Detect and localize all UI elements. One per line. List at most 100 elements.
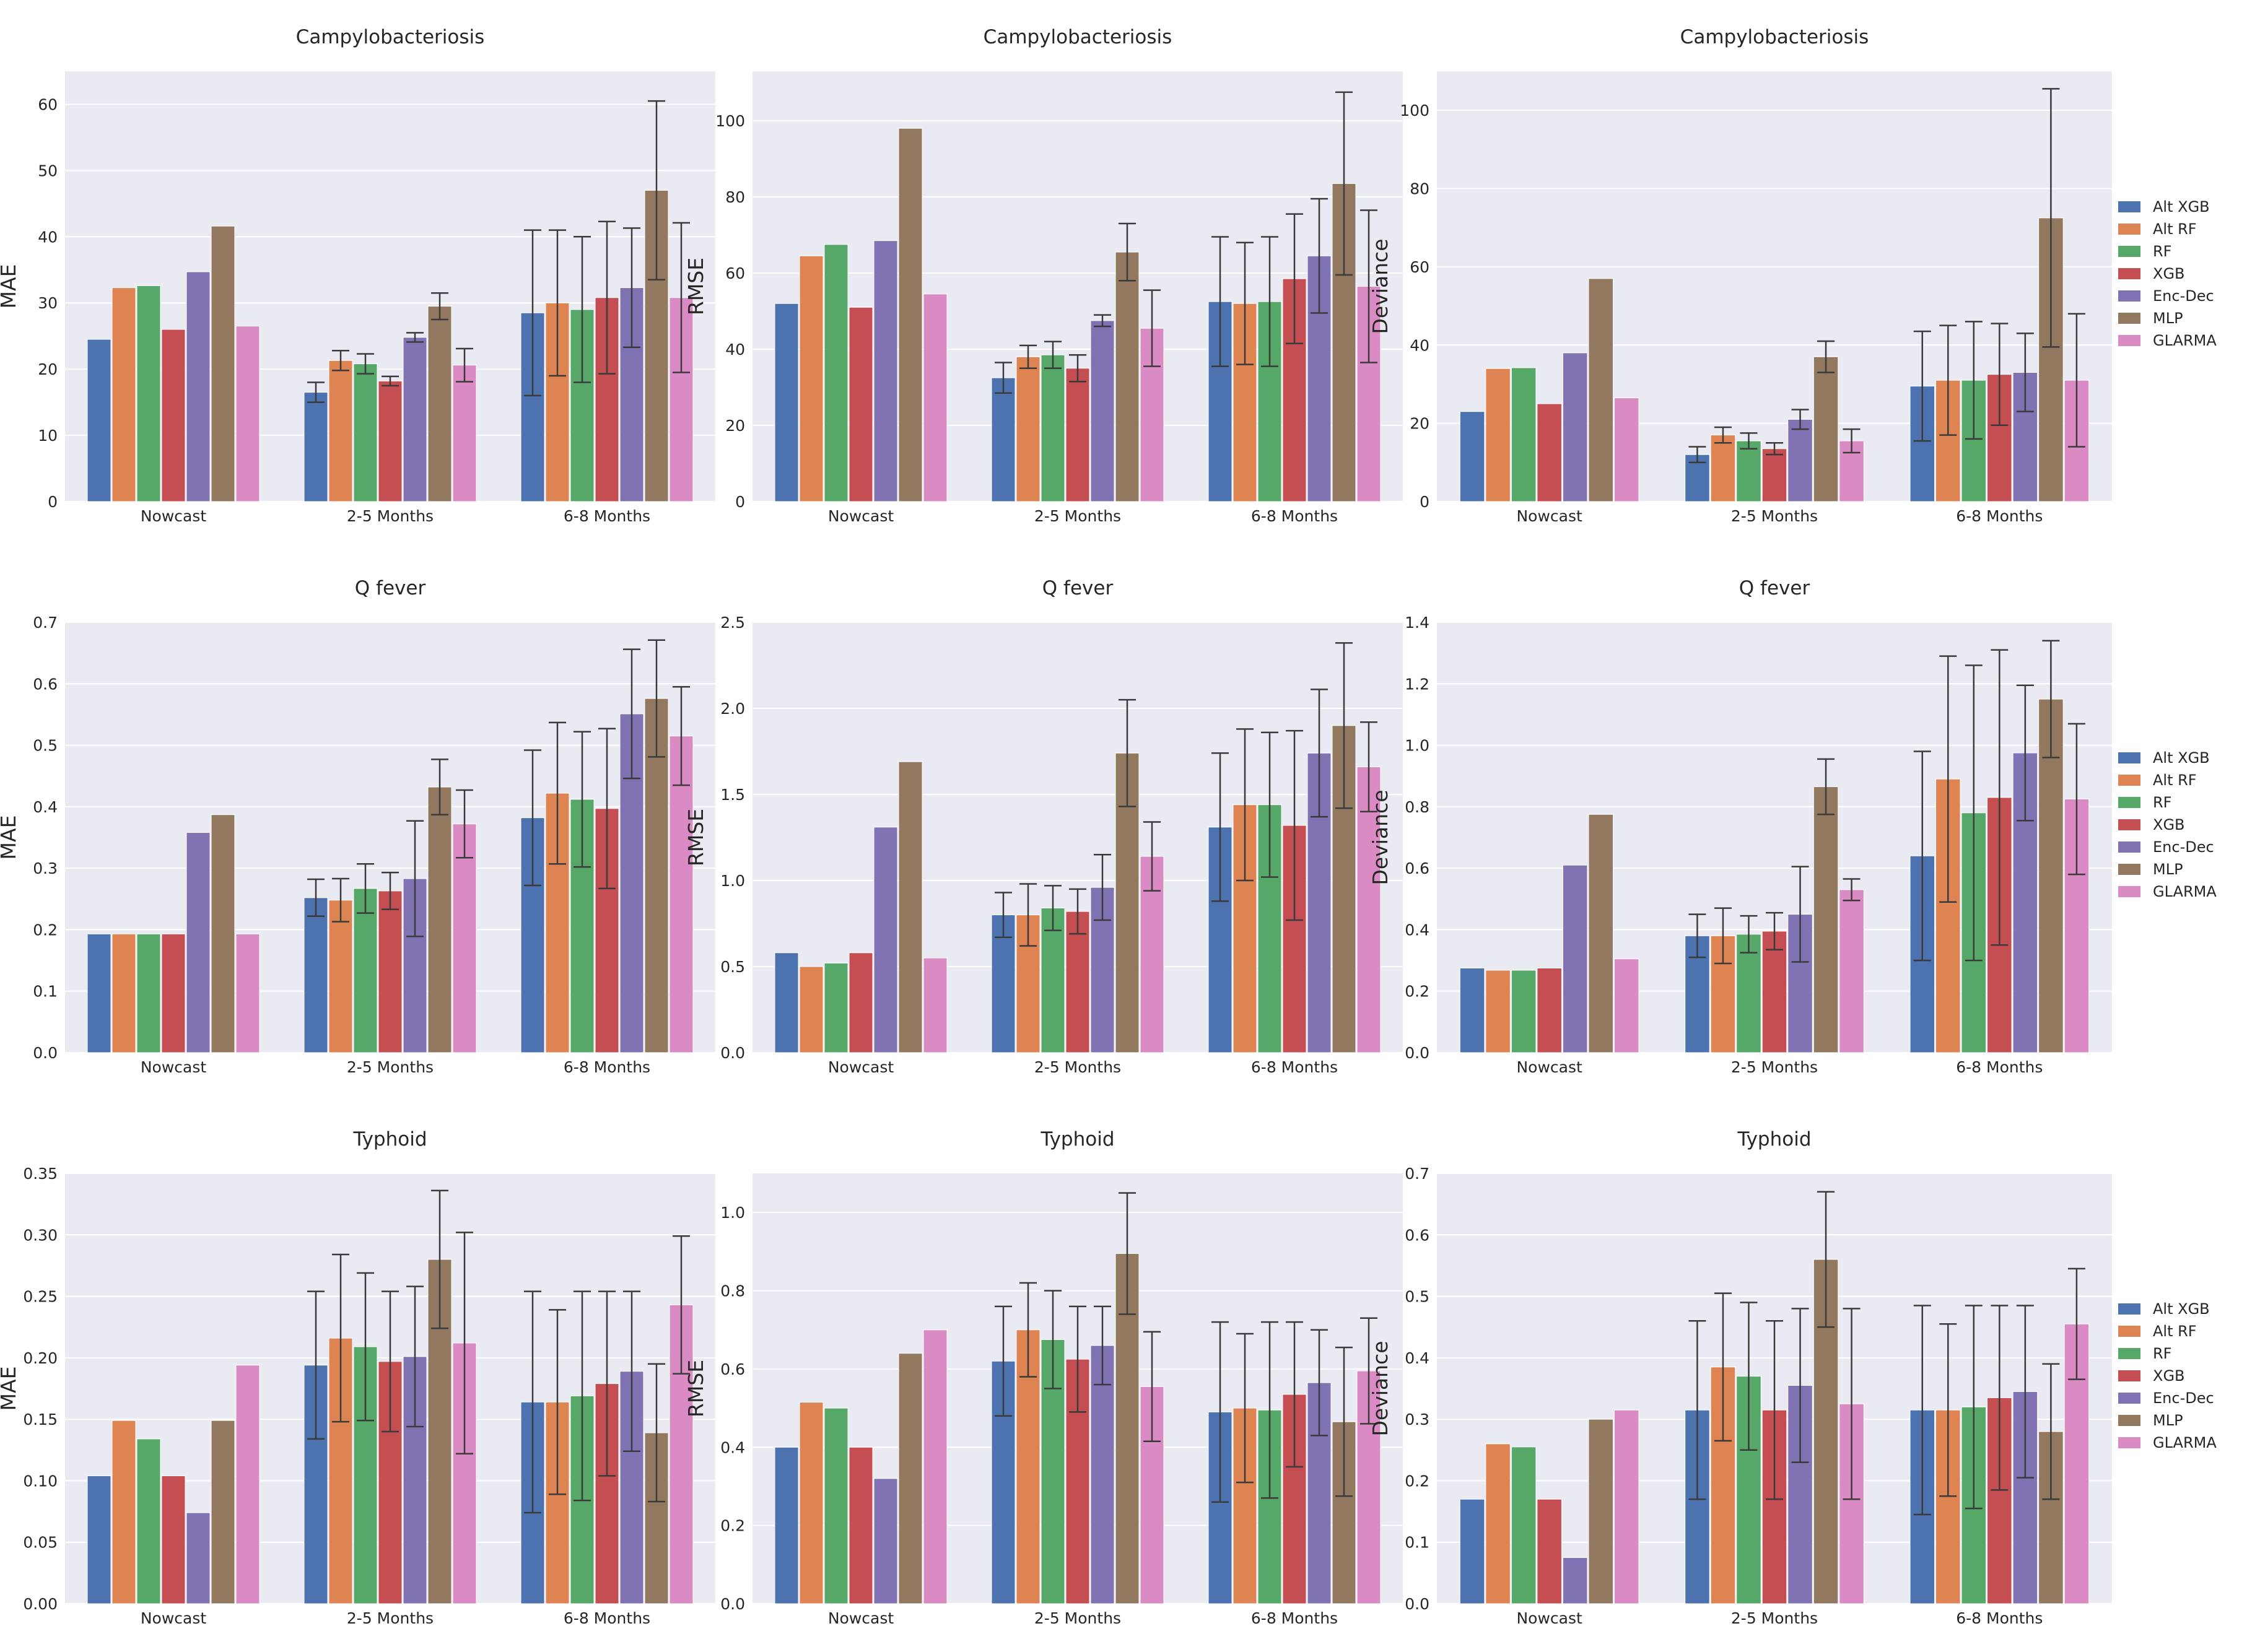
- bar-xgb: [1537, 1498, 1562, 1604]
- y-tick-label: 2.0: [720, 700, 745, 718]
- y-tick-label: 20: [38, 360, 58, 378]
- x-tick-label: 6-8 Months: [1251, 507, 1338, 525]
- chart-title: Q fever: [1739, 577, 1810, 599]
- y-tick-label: 10: [38, 427, 58, 445]
- error-bar: [357, 1272, 374, 1422]
- error-bar: [1261, 1321, 1278, 1499]
- error-bar: [549, 721, 566, 865]
- y-tick-label: 1.4: [1405, 614, 1429, 632]
- y-tick-label: 100: [1400, 102, 1429, 120]
- error-bar: [406, 1285, 424, 1428]
- chart-panel-1: 0 20 40 60 80 100 Campylobacteriosis RMSE Nowcas…: [684, 26, 1403, 525]
- legend-entry: XGB: [2153, 265, 2185, 282]
- x-tick-label: 2-5 Months: [1731, 1058, 1818, 1076]
- bar-enc-dec: [1562, 864, 1588, 1053]
- y-tick-label: 0.0: [33, 1044, 58, 1062]
- legend-row-0: Alt XGB Alt RF RF XGB Enc-Dec MLP GLARMA: [2118, 198, 2217, 349]
- y-axis-label: RMSE: [684, 1360, 708, 1417]
- bar-alt-rf: [328, 360, 353, 502]
- bar-enc-dec: [1090, 320, 1115, 502]
- y-tick-label: 20: [1410, 415, 1429, 433]
- error-bar: [1688, 913, 1706, 959]
- legend-entry: Enc-Dec: [2153, 287, 2214, 305]
- error-bar: [1069, 888, 1086, 935]
- legend-swatch: [2118, 1303, 2140, 1315]
- bar-alt-xgb: [1459, 1498, 1485, 1604]
- error-bar: [1261, 731, 1278, 878]
- legend-entry: RF: [2153, 1345, 2171, 1362]
- x-tick-label: 6-8 Months: [564, 1609, 650, 1627]
- y-tick-label: 1.0: [1405, 737, 1429, 755]
- bar-enc-dec: [186, 832, 211, 1053]
- bar-xgb: [1537, 967, 1562, 1053]
- x-tick-label: 2-5 Months: [1034, 1609, 1121, 1627]
- legend-row-2: Alt XGB Alt RF RF XGB Enc-Dec MLP GLARMA: [2118, 1300, 2217, 1451]
- y-tick-label: 1.5: [720, 786, 745, 804]
- error-bar: [1817, 340, 1835, 373]
- bar-alt-xgb: [87, 339, 111, 502]
- error-bar: [1360, 1317, 1377, 1425]
- error-bar: [598, 220, 616, 375]
- error-bar: [332, 1253, 349, 1423]
- bar-mlp: [211, 814, 235, 1053]
- y-tick-label: 0.05: [23, 1534, 58, 1552]
- bar-alt-xgb: [774, 1446, 799, 1604]
- x-tick-label: 6-8 Months: [1251, 1609, 1338, 1627]
- legend-entry: Alt RF: [2153, 220, 2197, 238]
- error-bar: [1335, 91, 1353, 276]
- x-tick-label: Nowcast: [828, 507, 894, 525]
- legend-entry: Alt RF: [2153, 1323, 2197, 1340]
- bar-mlp: [211, 1420, 235, 1604]
- error-bar: [623, 648, 640, 780]
- error-bar: [1843, 878, 1861, 902]
- bar-mlp: [898, 1353, 923, 1604]
- y-axis-label: Deviance: [1368, 239, 1392, 334]
- error-bar: [1044, 341, 1062, 369]
- y-tick-label: 60: [1410, 258, 1429, 276]
- error-bar: [995, 892, 1012, 938]
- error-bar: [1965, 1305, 1983, 1510]
- error-bar: [1019, 344, 1037, 369]
- legend-swatch: [2118, 886, 2140, 897]
- bar-glarma: [452, 365, 477, 502]
- chart-panel-8: 0.0 0.1 0.2 0.3 0.4 0.5 0.6 0.7 Typhoid Deviance N…: [1368, 1128, 2112, 1627]
- chart-panel-0: 0 10 20 30 40 50 60 Campylobacteriosis MAE Nowcas…: [0, 26, 715, 525]
- legend-swatch: [2118, 290, 2140, 302]
- y-tick-label: 0.6: [1405, 859, 1429, 877]
- y-tick-label: 0.5: [33, 737, 58, 755]
- bar-rf: [353, 363, 378, 502]
- error-bar: [1714, 426, 1732, 444]
- bar-rf: [824, 962, 849, 1053]
- bar-xgb: [849, 1446, 873, 1604]
- error-bar: [1311, 1329, 1328, 1437]
- chart-title: Typhoid: [1737, 1128, 1811, 1150]
- legend-entry: RF: [2153, 794, 2171, 811]
- error-bar: [995, 1305, 1012, 1417]
- error-bar: [1360, 209, 1377, 363]
- y-tick-label: 0.1: [33, 983, 58, 1001]
- error-bar: [307, 381, 325, 403]
- y-tick-label: 40: [725, 341, 745, 359]
- y-tick-label: 0.00: [23, 1595, 58, 1613]
- error-bar: [1286, 729, 1303, 921]
- bar-alt-rf: [111, 933, 136, 1053]
- y-axis-label: MAE: [0, 1367, 20, 1411]
- chart-panel-2: 0 20 40 60 80 100 Campylobacteriosis Deviance No…: [1368, 26, 2112, 525]
- error-bar: [673, 222, 690, 373]
- bar-alt-rf: [799, 966, 824, 1053]
- legend-entry: Enc-Dec: [2153, 1389, 2214, 1407]
- bar-glarma: [923, 1329, 948, 1604]
- error-bar: [1236, 728, 1254, 882]
- y-tick-label: 2.5: [720, 614, 745, 632]
- y-tick-label: 0.2: [720, 1517, 745, 1535]
- error-bar: [1791, 409, 1809, 430]
- bar-glarma: [1356, 1370, 1381, 1604]
- chart-title: Typhoid: [352, 1128, 427, 1150]
- y-tick-label: 1.0: [720, 1204, 745, 1222]
- error-bar: [1740, 1302, 1758, 1451]
- y-axis-label: MAE: [0, 815, 20, 860]
- y-tick-label: 30: [38, 294, 58, 312]
- legend-swatch: [2118, 1370, 2140, 1381]
- x-tick-label: 6-8 Months: [1251, 1058, 1338, 1076]
- bar-enc-dec: [186, 271, 211, 502]
